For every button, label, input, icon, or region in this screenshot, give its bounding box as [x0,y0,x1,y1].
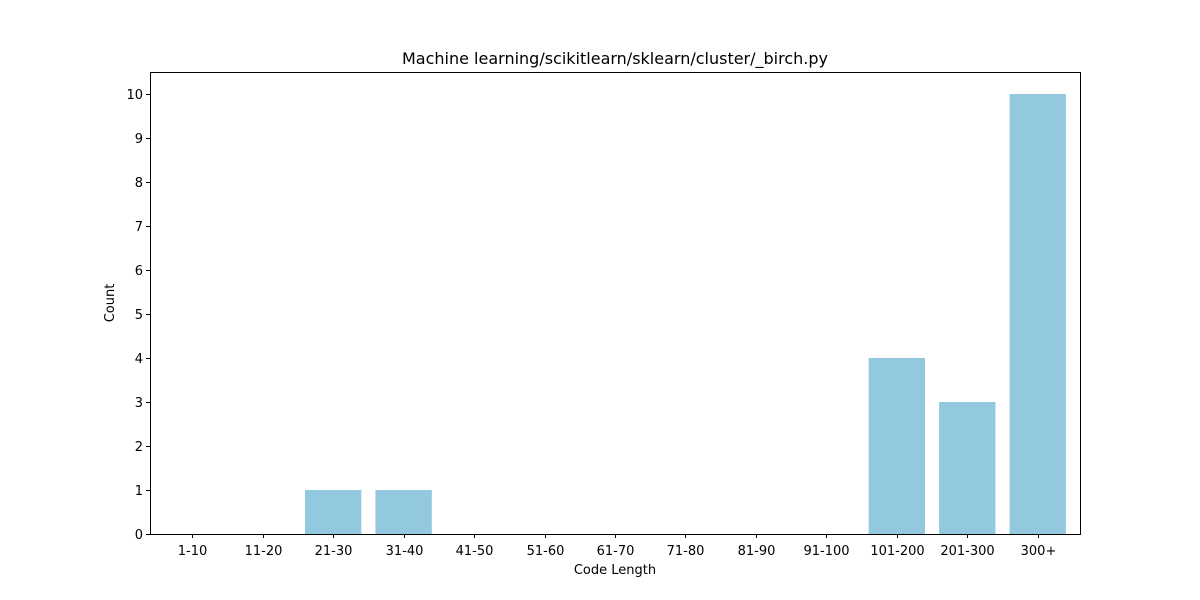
y-tick-label: 2 [135,440,143,455]
x-tick-label: 81-90 [738,544,776,559]
x-tick-label: 21-30 [315,544,353,559]
x-tick-label: 1-10 [178,544,208,559]
x-tick-label: 51-60 [527,544,565,559]
bar-12 [1009,94,1066,534]
x-tick-label: 61-70 [597,544,635,559]
y-tick-label: 0 [135,528,143,543]
bars-group [305,94,1066,534]
y-tick-label: 1 [135,484,143,499]
x-tick-label: 300+ [1021,544,1057,559]
y-axis-label: Count [103,284,118,323]
chart-title: Machine learning/scikitlearn/sklearn/clu… [402,49,828,69]
y-tick-label: 7 [135,220,143,235]
x-tick-label: 11-20 [245,544,283,559]
y-axis: 0 1 2 3 4 5 6 7 8 9 10 [126,88,150,543]
x-tick-label: 101-200 [870,544,924,559]
y-tick-label: 3 [135,396,143,411]
bar-3 [375,490,432,534]
bar-2 [305,490,362,534]
plot-frame [150,72,1081,535]
y-tick-label: 4 [135,352,143,367]
x-tick-label: 201-300 [940,544,994,559]
y-tick-label: 5 [135,308,143,323]
x-tick-label: 71-80 [667,544,705,559]
x-tick-label: 41-50 [456,544,494,559]
y-tick-label: 6 [135,264,143,279]
x-tick-label: 31-40 [386,544,424,559]
x-axis-label: Code Length [574,563,656,578]
x-axis: 1-10 11-20 21-30 31-40 41-50 51-60 61-70 71-80 8… [178,534,1057,559]
y-tick-label: 9 [135,132,143,147]
y-tick-label: 8 [135,176,143,191]
x-tick-label: 91-100 [803,544,849,559]
y-tick-label: 10 [126,88,143,103]
bar-11 [939,402,996,534]
bar-10 [868,358,925,534]
